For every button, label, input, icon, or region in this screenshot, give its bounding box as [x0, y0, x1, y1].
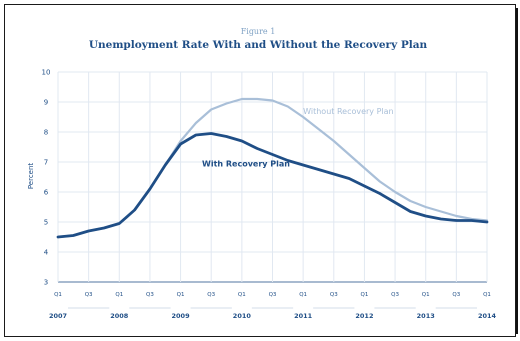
x-tick-year: 2012 [355, 312, 373, 320]
x-tick-quarter: Q1 [483, 292, 491, 298]
x-tick-year: 2007 [49, 312, 67, 320]
grid [57, 71, 488, 309]
x-tick-quarter: Q1 [177, 292, 185, 298]
y-tick-label: 7 [44, 159, 48, 167]
x-tick-quarter: Q1 [115, 292, 123, 298]
x-tick-year: 2011 [294, 312, 313, 320]
x-tick-year: 2010 [233, 312, 252, 320]
x-tick-year: 2009 [172, 312, 191, 320]
y-tick-label: 10 [42, 69, 51, 77]
x-tick-quarter: Q3 [85, 292, 93, 298]
figure-label: Figure 1 [241, 27, 276, 36]
x-tick-year: 2014 [478, 312, 497, 320]
x-tick-year: 2008 [110, 312, 129, 320]
y-tick-label: 4 [44, 249, 49, 257]
y-tick-label: 8 [44, 129, 48, 137]
x-tick-quarter: Q3 [207, 292, 215, 298]
x-tick-quarter: Q3 [452, 292, 460, 298]
x-tick-quarter: Q1 [238, 292, 246, 298]
y-tick-label: 9 [44, 99, 48, 107]
annotation-without-recovery-plan: Without Recovery Plan [303, 107, 393, 116]
x-tick-quarter: Q3 [146, 292, 154, 298]
series-lines [56, 97, 489, 239]
annotation-with-recovery-plan: With Recovery Plan [202, 160, 290, 169]
x-tick-quarter: Q1 [299, 292, 307, 298]
y-tick-label: 6 [44, 189, 49, 197]
x-tick-quarter: Q1 [422, 292, 430, 298]
y-tick-label: 3 [44, 279, 48, 287]
x-tick-quarter: Q3 [330, 292, 338, 298]
x-tick-quarter: Q1 [361, 292, 369, 298]
x-tick-quarter: Q3 [269, 292, 277, 298]
y-axis-label: Percent [27, 163, 35, 190]
y-tick-label: 5 [44, 219, 48, 227]
x-tick-year: 2013 [417, 312, 435, 320]
x-ticks: Q1 Q3 Q1 Q3 Q1 Q3 Q1 Q3 Q1 Q3 Q1 Q3 Q1 Q3 Q1 2007 2008 20… [49, 292, 497, 320]
y-ticks: 3 4 5 6 7 8 9 10 [42, 69, 51, 287]
x-tick-quarter: Q3 [391, 292, 399, 298]
chart-title: Unemployment Rate With and Without the R… [89, 39, 428, 51]
x-tick-quarter: Q1 [54, 292, 62, 298]
series-line-with-recovery-plan [56, 132, 489, 239]
annotations: Without Recovery Plan With Recovery Plan [202, 107, 394, 169]
